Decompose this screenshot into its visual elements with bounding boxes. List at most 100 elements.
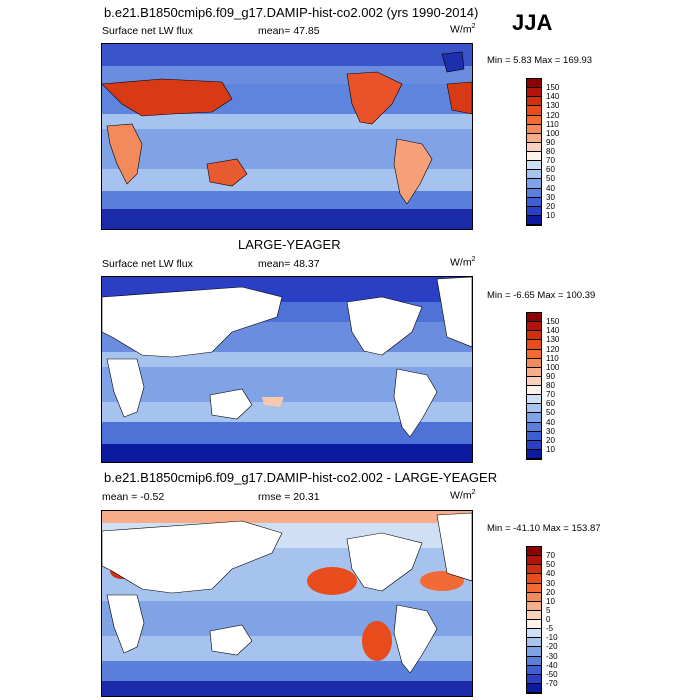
colorbar-box bbox=[527, 313, 541, 323]
colorbar-box bbox=[527, 674, 541, 684]
colorbar-tick-label: 140 bbox=[546, 92, 560, 102]
colorbar-tick-label: 60 bbox=[546, 399, 555, 409]
colorbar-tick-label: 10 bbox=[546, 210, 555, 220]
season-label: JJA bbox=[512, 10, 553, 35]
colorbar-tick-label: 0 bbox=[546, 615, 551, 624]
colorbar-box bbox=[527, 404, 541, 414]
colorbar-tick-label: -50 bbox=[546, 669, 558, 679]
colorbar-tick-label: 120 bbox=[546, 110, 560, 120]
colorbar-tick-label: 20 bbox=[546, 435, 555, 445]
panel-3-colorbar: 70 50 40 30 20 10 5 0 -5 -10 -20 -30 -40 -50 -70 bbox=[526, 546, 558, 694]
colorbar-tick-label: -30 bbox=[546, 651, 558, 661]
colorbar-box bbox=[527, 367, 541, 377]
colorbar-tick-label: 120 bbox=[546, 344, 560, 354]
panel-3-units: W/m2 bbox=[450, 489, 476, 502]
colorbar-box bbox=[527, 574, 541, 584]
colorbar-box bbox=[527, 413, 541, 423]
panel-2-units: W/m2 bbox=[450, 256, 476, 269]
colorbar-box bbox=[527, 592, 541, 602]
colorbar-tick-label: 130 bbox=[546, 101, 560, 111]
colorbar-box bbox=[527, 349, 541, 359]
panel-3-minmax: Min = -41.10 Max = 153.87 bbox=[487, 523, 601, 534]
colorbar-box bbox=[527, 376, 541, 386]
colorbar-tick-label: 20 bbox=[546, 201, 555, 211]
colorbar-box bbox=[527, 620, 541, 630]
colorbar-tick-label: 70 bbox=[546, 156, 555, 166]
colorbar-tick-label: -10 bbox=[546, 633, 558, 643]
colorbar-box bbox=[527, 547, 541, 557]
colorbar-box bbox=[527, 215, 541, 225]
colorbar-box bbox=[527, 395, 541, 405]
panel-1-minmax: Min = 5.83 Max = 169.93 bbox=[487, 55, 593, 66]
colorbar-box bbox=[527, 449, 541, 459]
colorbar-tick-label: 100 bbox=[546, 128, 560, 138]
colorbar-box bbox=[527, 440, 541, 450]
colorbar-box bbox=[527, 133, 541, 143]
colorbar-box bbox=[527, 656, 541, 666]
colorbar-tick-label: -70 bbox=[546, 678, 558, 688]
colorbar-box bbox=[527, 188, 541, 198]
colorbar-box bbox=[527, 206, 541, 216]
colorbar-box bbox=[527, 161, 541, 171]
panel-1-units: W/m2 bbox=[450, 23, 476, 36]
colorbar-box bbox=[527, 565, 541, 575]
panel-3-title: b.e21.B1850cmip6.f09_g17.DAMIP-hist-co2.… bbox=[104, 470, 498, 485]
colorbar-tick-label: 90 bbox=[546, 371, 555, 381]
colorbar-tick-label: 30 bbox=[546, 192, 555, 202]
colorbar-tick-label: 50 bbox=[546, 174, 555, 184]
panel-2-variable-label: Surface net LW flux bbox=[102, 258, 193, 270]
colorbar-box bbox=[527, 358, 541, 368]
colorbar-box bbox=[527, 638, 541, 648]
colorbar-tick-label: 150 bbox=[546, 317, 560, 327]
colorbar-tick-label: 90 bbox=[546, 137, 555, 147]
panel-2-minmax: Min = -6.65 Max = 100.39 bbox=[487, 290, 596, 301]
colorbar-tick-label: 130 bbox=[546, 335, 560, 345]
colorbar-box bbox=[527, 115, 541, 125]
panel-1-map bbox=[101, 43, 473, 230]
colorbar-box bbox=[527, 601, 541, 611]
panel-2-mean-label: mean= 48.37 bbox=[258, 258, 320, 270]
colorbar-box bbox=[527, 179, 541, 189]
colorbar-tick-label: -5 bbox=[546, 624, 554, 634]
colorbar-tick-label: 30 bbox=[546, 426, 555, 436]
colorbar-box bbox=[527, 322, 541, 332]
colorbar-box bbox=[527, 79, 541, 89]
colorbar-tick-label: 10 bbox=[546, 596, 555, 606]
colorbar-tick-label: 20 bbox=[546, 587, 555, 597]
panel-1-variable-label: Surface net LW flux bbox=[102, 25, 193, 37]
colorbar-box bbox=[527, 331, 541, 341]
colorbar-box bbox=[527, 386, 541, 396]
colorbar-box bbox=[527, 556, 541, 566]
colorbar-tick-label: 40 bbox=[546, 417, 555, 427]
colorbar-tick-label: 60 bbox=[546, 165, 555, 175]
colorbar-tick-label: 100 bbox=[546, 362, 560, 372]
colorbar-box bbox=[527, 629, 541, 639]
colorbar-tick-label: 50 bbox=[546, 560, 555, 570]
colorbar-box bbox=[527, 142, 541, 152]
colorbar-box bbox=[527, 106, 541, 116]
colorbar-box bbox=[527, 422, 541, 432]
panel-3-mean-label: mean = -0.52 bbox=[102, 491, 165, 503]
panel-1-colorbar: 150 140 130 120 110 100 90 80 70 60 50 40 30 20 10 bbox=[526, 78, 559, 226]
colorbar-box bbox=[527, 583, 541, 593]
colorbar-box bbox=[527, 152, 541, 162]
colorbar-tick-label: -20 bbox=[546, 642, 558, 652]
colorbar-box bbox=[527, 97, 541, 107]
colorbar-box bbox=[527, 88, 541, 98]
panel-3-map bbox=[101, 510, 473, 697]
colorbar-tick-label: 40 bbox=[546, 183, 555, 193]
colorbar-tick-label: 70 bbox=[546, 390, 555, 400]
colorbar-box bbox=[527, 197, 541, 207]
panel-1-title: b.e21.B1850cmip6.f09_g17.DAMIP-hist-co2.… bbox=[104, 5, 479, 20]
colorbar-box bbox=[527, 683, 541, 693]
colorbar-tick-label: -40 bbox=[546, 660, 558, 670]
panel-2-colorbar: 150 140 130 120 110 100 90 80 70 60 50 40 30 20 10 bbox=[526, 312, 559, 460]
panel-2-title: LARGE-YEAGER bbox=[238, 237, 341, 252]
colorbar-tick-label: 110 bbox=[546, 119, 559, 129]
colorbar-tick-label: 150 bbox=[546, 83, 560, 93]
colorbar-box bbox=[527, 340, 541, 350]
colorbar-tick-label: 5 bbox=[546, 605, 551, 615]
colorbar-box bbox=[527, 124, 541, 134]
panel-1-mean-label: mean= 47.85 bbox=[258, 25, 320, 37]
colorbar-tick-label: 30 bbox=[546, 578, 555, 588]
